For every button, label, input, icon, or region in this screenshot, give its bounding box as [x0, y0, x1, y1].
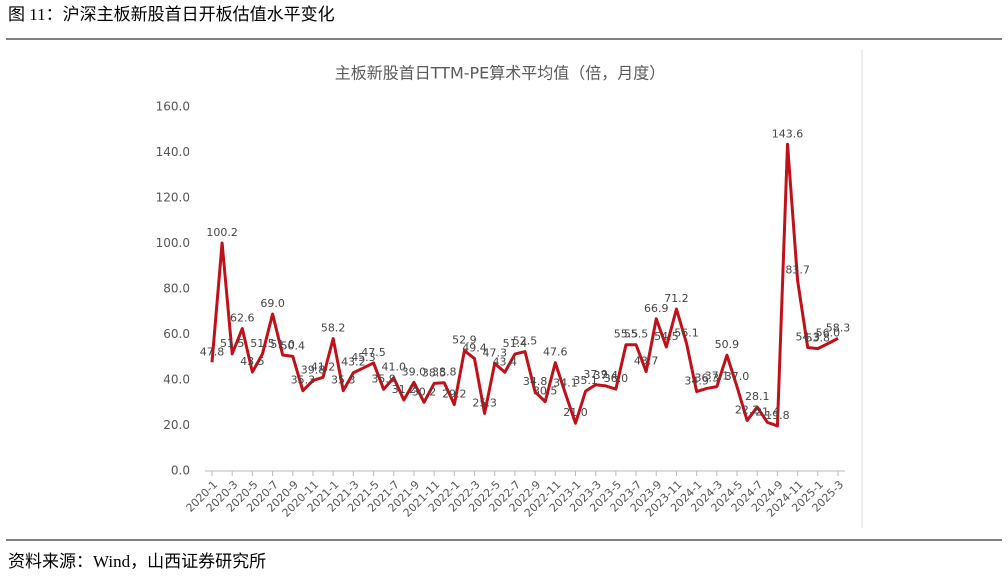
data-label: 39.0 — [402, 365, 427, 378]
data-label: 43.2 — [341, 356, 366, 369]
data-label: 66.9 — [644, 302, 669, 315]
data-label: 45.3 — [351, 351, 376, 364]
data-label: 69.0 — [260, 297, 285, 310]
data-label: 41.0 — [381, 361, 406, 374]
data-label: 43.7 — [634, 355, 659, 368]
data-label: 38.5 — [422, 366, 447, 379]
data-label: 47.3 — [482, 346, 507, 359]
data-label: 22.2 — [735, 403, 760, 416]
data-label: 35.3 — [291, 374, 316, 387]
y-tick-label: 160.0 — [156, 100, 190, 114]
figure-title: 图 11：沪深主板新股首日开板估值水平变化 — [8, 5, 335, 24]
data-label: 37.0 — [725, 370, 750, 383]
data-label: 43.5 — [240, 355, 265, 368]
data-label: 34.8 — [523, 375, 548, 388]
data-label: 31.2 — [392, 383, 417, 396]
data-label: 54.3 — [795, 330, 820, 343]
data-label: 37.1 — [705, 370, 730, 383]
data-label: 37.9 — [583, 368, 608, 381]
data-label: 62.6 — [230, 312, 255, 325]
data-label: 36.0 — [604, 372, 629, 385]
data-label: 37.4 — [594, 369, 619, 382]
data-label: 51.5 — [250, 337, 275, 350]
data-label: 43.4 — [493, 355, 518, 368]
source: 资料来源：Wind，山西证券研究所 — [8, 552, 266, 571]
data-label: 35.9 — [371, 372, 396, 385]
y-tick-label: 0.0 — [171, 464, 190, 478]
data-label: 30.2 — [412, 385, 437, 398]
y-tick-label: 40.0 — [163, 373, 190, 387]
data-label: 83.7 — [785, 264, 810, 277]
data-label: 100.2 — [206, 226, 238, 239]
data-label: 50.9 — [715, 338, 740, 351]
data-label: 71.2 — [664, 292, 689, 305]
data-label: 55.5 — [614, 328, 639, 341]
data-label: 143.6 — [772, 127, 804, 140]
data-line — [210, 142, 839, 428]
data-label: 34.1 — [553, 376, 578, 389]
data-label: 56.1 — [674, 326, 699, 339]
y-tick-label: 120.0 — [156, 191, 190, 205]
y-tick-label: 80.0 — [163, 282, 190, 296]
data-label: 56.0 — [816, 327, 841, 340]
data-label: 35.1 — [573, 374, 598, 387]
data-label: 19.8 — [765, 409, 790, 422]
data-label: 30.5 — [533, 385, 558, 398]
data-label: 50.4 — [281, 339, 306, 352]
data-label: 21.0 — [563, 406, 588, 419]
y-tick-label: 60.0 — [163, 327, 190, 341]
data-label: 55.5 — [624, 328, 649, 341]
data-label: 51.4 — [503, 337, 528, 350]
data-label: 38.8 — [432, 366, 457, 379]
data-label: 53.8 — [806, 332, 831, 345]
y-tick-label: 140.0 — [156, 145, 190, 159]
data-label: 51.5 — [220, 337, 245, 350]
data-label: 52.9 — [452, 334, 477, 347]
data-label: 34.9 — [684, 375, 709, 388]
data-label: 28.1 — [745, 390, 770, 403]
data-label: 47.5 — [361, 346, 386, 359]
data-label: 39.8 — [301, 363, 326, 376]
data-label: 35.3 — [331, 374, 356, 387]
data-label: 47.6 — [543, 346, 568, 359]
y-tick-label: 100.0 — [156, 236, 190, 250]
data-label: 41.2 — [311, 360, 336, 373]
data-label: 36.3 — [694, 371, 719, 384]
data-label: 47.8 — [200, 345, 225, 358]
data-label: 51.0 — [270, 338, 295, 351]
data-label: 52.5 — [513, 335, 538, 348]
y-tick-label: 20.0 — [163, 418, 190, 432]
data-label: 25.3 — [472, 396, 497, 409]
data-label: 21.4 — [755, 405, 780, 418]
chart-title: 主板新股首日TTM-PE算术平均值（倍，月度） — [335, 64, 666, 83]
data-label: 58.3 — [826, 321, 851, 334]
data-label: 29.2 — [442, 388, 467, 401]
data-label: 49.4 — [462, 342, 487, 355]
data-label: 58.2 — [321, 322, 346, 335]
data-label: 54.5 — [654, 330, 679, 343]
